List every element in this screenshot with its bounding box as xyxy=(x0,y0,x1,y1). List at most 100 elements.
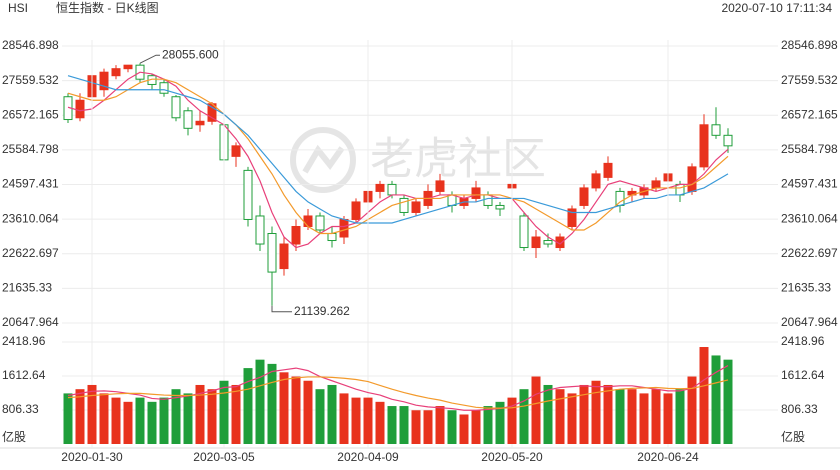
candle-body xyxy=(315,215,325,231)
y-tick-label-right: 2418.96 xyxy=(781,334,825,348)
candle-body xyxy=(171,96,181,119)
volume-bar xyxy=(411,410,421,444)
candle-body xyxy=(711,124,721,136)
timestamp: 2020-07-10 17:11:34 xyxy=(721,1,832,15)
volume-bar xyxy=(387,406,397,444)
annotation: 21139.262 xyxy=(294,304,350,318)
y-tick-label-right: 22622.697 xyxy=(781,246,838,260)
candle-body xyxy=(339,218,349,238)
candle-body xyxy=(675,183,685,196)
annotation-leader xyxy=(139,54,160,64)
volume-bar xyxy=(711,355,721,444)
annotation: 28055.600 xyxy=(162,47,219,61)
candle-body xyxy=(471,187,481,199)
volume-bar xyxy=(483,406,493,444)
volume-ma-line xyxy=(67,376,729,409)
ma-line xyxy=(67,71,729,249)
y-tick-label: 21635.33 xyxy=(2,281,52,295)
volume-bar xyxy=(363,397,373,444)
volume-bar xyxy=(327,384,337,444)
candle-body xyxy=(651,180,661,189)
x-tick-label: 2020-01-30 xyxy=(61,450,123,464)
volume-bar xyxy=(507,397,517,444)
y-tick-label-right: 806.33 xyxy=(781,402,818,416)
candle-body xyxy=(519,215,529,249)
candle-body xyxy=(387,183,397,196)
y-tick-label: 27559.532 xyxy=(2,73,59,87)
volume-bar xyxy=(687,376,697,444)
volume-ma-line xyxy=(67,365,729,411)
chart-title: HSI xyxy=(8,1,28,15)
candle-body xyxy=(291,225,301,245)
volume-bar xyxy=(579,384,589,444)
candle-body xyxy=(615,190,625,206)
volume-bar xyxy=(615,389,625,444)
candle-body xyxy=(279,243,289,270)
y-tick-label-right: 25584.798 xyxy=(781,142,838,156)
volume-bar xyxy=(195,384,205,444)
candle-body xyxy=(243,169,253,220)
candle-body xyxy=(351,201,361,220)
candle-body xyxy=(267,233,277,273)
volume-bar xyxy=(279,372,289,444)
y-tick-label-right: 20647.964 xyxy=(781,315,838,329)
candle-body xyxy=(375,183,385,192)
volume-bar xyxy=(135,397,145,444)
candle-body xyxy=(699,124,709,168)
annotation-leader xyxy=(271,305,292,313)
volume-bar xyxy=(219,380,229,444)
volume-bar xyxy=(495,401,505,444)
candle-body xyxy=(399,197,409,213)
candle-body xyxy=(495,204,505,210)
y-tick-label-right: 27559.532 xyxy=(781,73,838,87)
y-tick-label: 2418.96 xyxy=(2,334,46,348)
x-tick-label: 2020-03-05 xyxy=(193,450,255,464)
y-tick-label: 28546.898 xyxy=(2,38,59,52)
ma-line xyxy=(67,78,729,235)
volume-bar xyxy=(675,389,685,444)
candle-body xyxy=(579,187,589,206)
candle-body xyxy=(111,68,121,77)
watermark-logo xyxy=(290,127,356,193)
volume-bar xyxy=(447,410,457,444)
volume-bar xyxy=(555,389,565,444)
volume-bar xyxy=(663,393,673,444)
volume-bar xyxy=(339,393,349,444)
y-tick-label: 23610.064 xyxy=(2,211,59,225)
volume-bar xyxy=(171,389,181,444)
y-tick-label: 26572.165 xyxy=(2,107,59,121)
y-tick-label-right: 1612.64 xyxy=(781,368,825,382)
volume-bar xyxy=(111,397,121,444)
candle-body xyxy=(75,99,85,119)
x-tick-label: 2020-05-20 xyxy=(481,450,543,464)
volume-bar xyxy=(315,389,325,444)
volume-bar xyxy=(651,389,661,444)
candle-body xyxy=(99,71,109,91)
volume-bar xyxy=(639,393,649,444)
candle-body xyxy=(327,233,337,242)
y-tick-label: 24597.431 xyxy=(2,177,59,191)
candle-body xyxy=(231,145,241,157)
volume-bar xyxy=(531,376,541,444)
volume-bar xyxy=(303,380,313,444)
candle-body xyxy=(411,201,421,213)
volume-bar xyxy=(243,368,253,444)
volume-bar xyxy=(87,384,97,444)
y-tick-label-right: 28546.898 xyxy=(781,38,838,52)
volume-bar xyxy=(423,410,433,444)
y-tick-label: 806.33 xyxy=(2,402,39,416)
volume-bar xyxy=(375,401,385,444)
y-tick-label-right: 26572.165 xyxy=(781,107,838,121)
volume-bar xyxy=(699,347,709,444)
volume-bar xyxy=(123,401,133,444)
candle-body xyxy=(159,82,169,94)
x-tick-label: 2020-04-09 xyxy=(337,450,399,464)
volume-bar xyxy=(471,410,481,444)
volume-bar xyxy=(399,406,409,444)
y-tick-label-right: 21635.33 xyxy=(781,281,831,295)
candle-body xyxy=(435,180,445,192)
x-tick-label: 2020-06-24 xyxy=(637,450,699,464)
candle-body xyxy=(603,162,613,178)
volume-bar xyxy=(543,384,553,444)
